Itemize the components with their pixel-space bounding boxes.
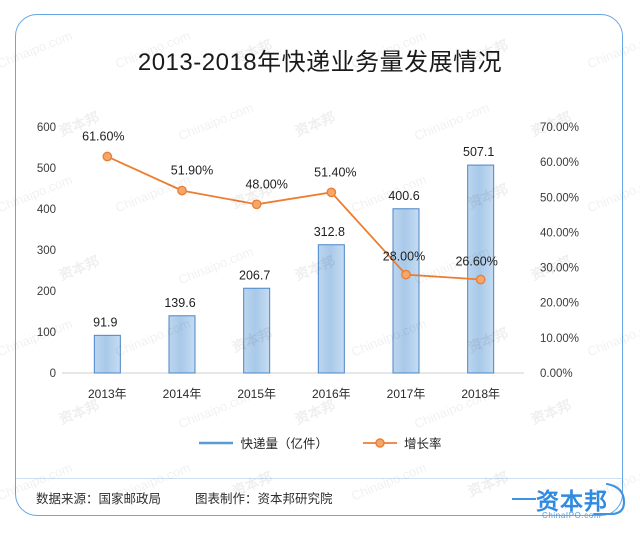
- line-marker: [251, 199, 262, 210]
- left-axis-tick-label: 0: [50, 368, 56, 380]
- watermark-text: Chinaipo.com: [176, 532, 255, 536]
- left-axis-tick-label: 300: [37, 245, 56, 257]
- line-marker: [177, 185, 187, 196]
- logo-name-cn: 资本邦: [536, 488, 608, 514]
- category-label: 2018年: [461, 387, 500, 401]
- right-axis-tick-label: 0.00%: [540, 368, 573, 380]
- line-value-label: 51.90%: [171, 164, 213, 178]
- category-label: 2016年: [312, 387, 351, 401]
- line-value-label: 28.00%: [383, 250, 425, 264]
- line-marker: [102, 151, 113, 162]
- legend-label-growth: 增长率: [404, 437, 442, 451]
- bar-value-label: 139.6: [164, 296, 195, 310]
- line-value-label: 51.40%: [314, 165, 356, 179]
- left-axis-ticks: 0 100 200 300 400 500 600: [37, 122, 56, 380]
- line-series: [106, 155, 481, 281]
- line-marker: [475, 274, 486, 285]
- category-labels: 2013年 2014年 2015年 2016年 2017年 2018年: [88, 387, 500, 401]
- chart-producer-label: 图表制作：资本邦研究院: [195, 492, 333, 506]
- right-axis-tick-label: 70.00%: [540, 122, 579, 134]
- bar-value-label: 507.1: [463, 145, 494, 159]
- brand-logo[interactable]: 资本邦 ChinaIPO.com: [512, 480, 632, 530]
- bar-series: [93, 164, 495, 374]
- legend-item-line[interactable]: 增长率: [362, 433, 442, 452]
- bar: [392, 208, 420, 374]
- left-axis-tick-label: 500: [37, 163, 56, 175]
- right-axis-tick-label: 30.00%: [540, 263, 579, 275]
- right-axis-tick-label: 50.00%: [540, 192, 579, 204]
- left-axis-tick-label: 200: [37, 286, 56, 298]
- right-axis-tick-label: 60.00%: [540, 157, 579, 169]
- left-axis-tick-label: 600: [37, 122, 56, 134]
- logo-dash-icon: [512, 498, 536, 500]
- category-label: 2017年: [387, 387, 426, 401]
- category-label: 2015年: [237, 387, 276, 401]
- category-label: 2014年: [163, 387, 202, 401]
- chart-legend: 快递量（亿件） 增长率: [0, 433, 640, 452]
- data-source-label: 数据来源：国家邮政局: [36, 492, 162, 506]
- line-value-labels: 61.60% 51.90% 48.00% 51.40% 28.00% 26.60%: [82, 130, 498, 269]
- line-value-label: 26.60%: [455, 255, 497, 269]
- legend-item-bar[interactable]: 快递量（亿件）: [198, 433, 328, 452]
- line-markers: [102, 151, 486, 285]
- right-axis-ticks: 0.00% 10.00% 20.00% 30.00% 40.00% 50.00% 60.00…: [540, 122, 579, 380]
- footer-divider: [16, 478, 622, 479]
- bar-value-labels: 91.9 139.6 206.7 312.8 400.6 507.1: [93, 145, 494, 329]
- right-axis-tick-label: 20.00%: [540, 298, 579, 310]
- category-label: 2013年: [88, 387, 127, 401]
- chart-svg: 0 100 200 300 400 500 600 0.00% 10.00% 20.00% 30.…: [37, 122, 579, 401]
- legend-line-swatch-bar: [199, 441, 234, 444]
- line-marker: [326, 187, 337, 198]
- bar: [467, 164, 495, 374]
- legend-label-bar: 快递量（亿件）: [240, 437, 328, 451]
- bar-value-label: 206.7: [239, 268, 270, 282]
- bar: [93, 334, 121, 374]
- footer-bar: 数据来源：国家邮政局 图表制作：资本邦研究院: [36, 488, 333, 507]
- watermark-text: Chinaipo.com: [412, 532, 491, 536]
- legend-line-swatch-growth: [363, 437, 397, 448]
- bar-value-label: 91.9: [93, 315, 117, 329]
- right-axis-tick-label: 10.00%: [540, 333, 579, 345]
- bar: [168, 315, 196, 374]
- logo-swoosh-icon: [592, 482, 626, 516]
- card-frame: [15, 14, 623, 516]
- line-value-label: 61.60%: [82, 130, 124, 144]
- chart-title: 2013-2018年快递业务量发展情况: [137, 49, 503, 76]
- chart-plot-area: 0 100 200 300 400 500 600 0.00% 10.00% 20.00% 30.…: [0, 100, 640, 415]
- growth-line: [106, 155, 481, 281]
- left-axis-tick-label: 400: [37, 204, 56, 216]
- right-axis-tick-label: 40.00%: [540, 227, 579, 239]
- bar-value-label: 400.6: [388, 189, 419, 203]
- left-axis-tick-label: 100: [37, 327, 56, 339]
- bar-value-label: 312.8: [314, 225, 345, 239]
- bar: [243, 287, 271, 374]
- line-value-label: 48.00%: [245, 177, 287, 191]
- logo-name-en: ChinaIPO.com: [542, 511, 602, 520]
- line-marker: [401, 269, 411, 280]
- bar: [317, 244, 345, 374]
